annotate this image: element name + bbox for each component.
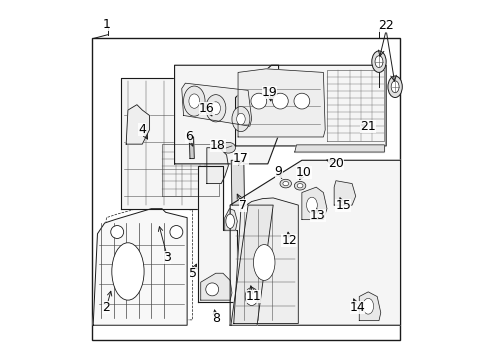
- Text: 17: 17: [232, 152, 248, 165]
- Polygon shape: [359, 292, 380, 320]
- Circle shape: [272, 93, 287, 109]
- Polygon shape: [182, 83, 251, 126]
- Ellipse shape: [188, 94, 199, 108]
- Text: 5: 5: [188, 267, 196, 280]
- Polygon shape: [93, 209, 187, 325]
- Polygon shape: [198, 166, 237, 302]
- Text: 12: 12: [281, 234, 297, 247]
- Polygon shape: [333, 181, 355, 205]
- Ellipse shape: [231, 107, 249, 132]
- Text: 22: 22: [378, 19, 393, 32]
- Text: 4: 4: [138, 123, 146, 136]
- Ellipse shape: [282, 181, 288, 186]
- Ellipse shape: [371, 51, 386, 72]
- Polygon shape: [238, 69, 325, 137]
- Circle shape: [293, 93, 309, 109]
- Polygon shape: [230, 160, 400, 325]
- Ellipse shape: [387, 76, 402, 98]
- Polygon shape: [126, 105, 149, 144]
- Text: 19: 19: [261, 86, 277, 99]
- Polygon shape: [294, 145, 384, 152]
- Text: 9: 9: [274, 165, 282, 177]
- Ellipse shape: [221, 142, 235, 153]
- Ellipse shape: [225, 214, 234, 228]
- Text: 11: 11: [245, 290, 261, 303]
- Ellipse shape: [211, 102, 220, 115]
- Text: 7: 7: [238, 199, 246, 212]
- Text: 10: 10: [295, 166, 311, 179]
- Polygon shape: [174, 65, 278, 164]
- Ellipse shape: [362, 298, 373, 314]
- Polygon shape: [235, 65, 386, 146]
- Ellipse shape: [297, 184, 303, 188]
- Polygon shape: [301, 187, 326, 220]
- Polygon shape: [201, 273, 231, 300]
- Ellipse shape: [294, 181, 305, 190]
- Ellipse shape: [390, 81, 398, 93]
- Ellipse shape: [183, 86, 204, 116]
- Text: 14: 14: [349, 301, 365, 314]
- Text: 20: 20: [327, 157, 343, 170]
- Polygon shape: [231, 160, 244, 205]
- Polygon shape: [121, 78, 223, 209]
- Bar: [92, 39, 400, 339]
- Polygon shape: [206, 148, 228, 184]
- Ellipse shape: [205, 95, 225, 122]
- Ellipse shape: [236, 113, 244, 125]
- Ellipse shape: [374, 56, 382, 68]
- Polygon shape: [224, 209, 237, 230]
- Circle shape: [205, 283, 218, 296]
- Text: 2: 2: [102, 301, 110, 314]
- Ellipse shape: [280, 179, 291, 188]
- Polygon shape: [189, 137, 194, 158]
- Ellipse shape: [244, 288, 258, 306]
- Text: 15: 15: [334, 199, 350, 212]
- Circle shape: [169, 226, 183, 238]
- Text: 6: 6: [184, 130, 192, 144]
- Polygon shape: [230, 205, 273, 325]
- Ellipse shape: [306, 197, 317, 213]
- Circle shape: [250, 93, 266, 109]
- Text: 16: 16: [199, 102, 214, 115]
- Ellipse shape: [253, 244, 274, 280]
- Text: 8: 8: [211, 311, 220, 325]
- Ellipse shape: [112, 243, 144, 300]
- Polygon shape: [233, 198, 298, 323]
- Text: 13: 13: [309, 210, 325, 222]
- Text: 1: 1: [102, 18, 110, 31]
- Text: 3: 3: [163, 251, 171, 264]
- Text: 18: 18: [209, 139, 225, 152]
- Text: 21: 21: [360, 120, 375, 133]
- Circle shape: [110, 226, 123, 238]
